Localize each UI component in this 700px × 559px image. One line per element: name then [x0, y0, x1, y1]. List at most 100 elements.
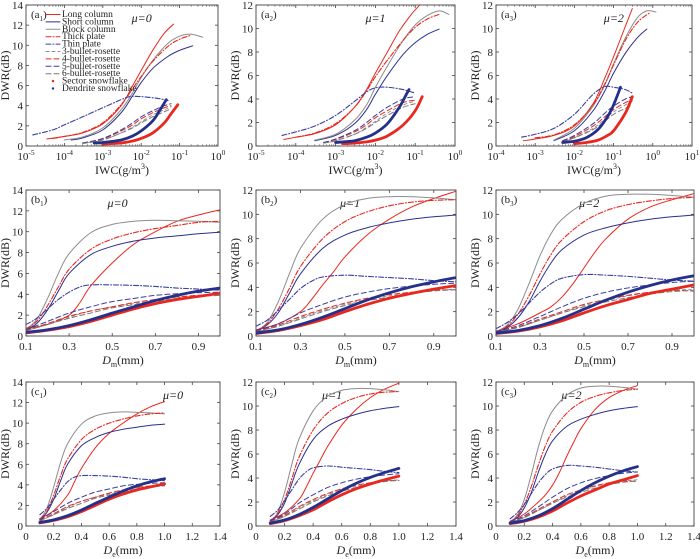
- x-axis-label: De(mm): [103, 543, 143, 559]
- panel-a2: 0 2 4 6 8 10 12 10-5 10-4 10-3 10-2 10-1 100 IWC(g/m3…: [228, 0, 463, 177]
- y-tick-label: 10: [482, 209, 494, 221]
- series-line-3-bullet-rosette: [256, 288, 456, 333]
- x-tick-label: 1.2: [185, 531, 199, 543]
- series-line-4-bullet-rosette: [26, 293, 220, 331]
- series-group: [32, 23, 204, 146]
- y-tick-label: 8: [18, 60, 24, 72]
- y-tick-label: 4: [488, 473, 494, 485]
- mu-label: μ=2: [603, 11, 624, 25]
- series-line-dendrite-snowflake: [268, 467, 401, 525]
- series-line-short-column: [553, 28, 648, 142]
- panel-b1: 0 2 4 6 8 10 12 14 0.1 0.3 0.5 0.7 0.9 Dm(mm) DWR(dB) (…: [0, 185, 221, 369]
- series-line-thin-plate: [496, 273, 694, 330]
- series-line-dendrite-snowflake: [496, 274, 694, 335]
- y-tick-label: 4: [488, 282, 494, 294]
- panel-a1: 0 2 4 6 8 10 12 14 10-5 10-4 10-3 10-2 10-1 100 IWC(g/…: [0, 0, 226, 177]
- x-tick-label: 1.4: [449, 531, 463, 543]
- series-line-5-bullet-rosette: [256, 282, 456, 332]
- mu-label: μ=2: [560, 388, 581, 402]
- x-tick-label: 0.8: [130, 531, 144, 543]
- legend-marker: [51, 87, 55, 90]
- y-tick-label: 8: [488, 425, 494, 437]
- series-line-dendrite-snowflake: [26, 286, 220, 334]
- x-tick-label: 0.2: [278, 531, 292, 543]
- x-tick-label: 10-2: [566, 148, 583, 163]
- series-line-4-bullet-rosette: [82, 105, 172, 144]
- x-tick-label: 0: [493, 531, 499, 543]
- y-tick-label: 8: [18, 248, 24, 260]
- series-line-dendrite-snowflake: [561, 85, 622, 144]
- x-tick-label: 10-3: [327, 148, 344, 163]
- series-line-block-column: [63, 33, 204, 141]
- panel-b3: 0 2 4 6 8 10 12 0.1 0.3 0.5 0.7 0.9 Dm(mm) DWR(dB) (b3…: [468, 185, 695, 369]
- series-line-sector-snowflake: [573, 95, 634, 146]
- x-tick-label: 100: [645, 148, 660, 163]
- y-tick-label: 4: [18, 289, 24, 301]
- y-tick-label: 0: [488, 141, 494, 153]
- x-tick-label: 0.7: [621, 341, 635, 353]
- series-group: [281, 5, 450, 146]
- y-tick-label: 0: [488, 331, 494, 343]
- x-tick-label: 10-4: [56, 148, 73, 163]
- series-line-thin-plate: [26, 284, 220, 326]
- series-line-sector-snowflake: [38, 482, 166, 525]
- series-line-block-column: [509, 385, 638, 523]
- y-tick-label: 10: [12, 418, 24, 430]
- series-line-4-bullet-rosette: [39, 484, 166, 521]
- series-line-4-bullet-rosette: [509, 480, 638, 523]
- y-tick-label: 12: [12, 398, 23, 410]
- y-axis-label: DWR(dB): [228, 238, 242, 288]
- x-tick-label: 0.3: [62, 341, 76, 353]
- x-tick-label: 0.8: [602, 531, 616, 543]
- series-line-thick-plate: [269, 391, 400, 522]
- y-tick-label: 4: [248, 282, 254, 294]
- axes-frame: [25, 189, 221, 337]
- y-tick-label: 14: [12, 0, 24, 12]
- y-axis-label: DWR(dB): [0, 238, 12, 288]
- y-tick-label: 6: [248, 71, 254, 83]
- y-tick-label: 10: [12, 40, 24, 52]
- series-line-4-bullet-rosette: [562, 99, 633, 142]
- series-line-6-bullet-rosette: [256, 289, 456, 333]
- series-line-5-bullet-rosette: [323, 96, 416, 143]
- series-line-block-column: [39, 411, 166, 521]
- y-tick-label: 0: [248, 521, 254, 533]
- y-tick-label: 2: [248, 497, 254, 509]
- series-line-block-column: [314, 10, 450, 141]
- x-axis-label: Dm(mm): [101, 353, 144, 369]
- x-tick-label: 0.9: [665, 341, 679, 353]
- series-line-thick-plate: [534, 12, 650, 139]
- y-tick-label: 10: [242, 401, 254, 413]
- panel-c1: 0 2 4 6 8 10 12 14 0 0.2 0.4 0.6 0.8 1.0 1.2 1.4 De(mm) D…: [0, 377, 227, 559]
- x-tick-label: 0.3: [533, 341, 547, 353]
- series-line-thick-plate: [39, 412, 166, 520]
- axes-frame: [25, 381, 221, 527]
- x-tick-label: 0.5: [105, 341, 119, 353]
- panel-b2: 0 2 4 6 8 10 12 0.1 0.3 0.5 0.7 0.9 Dm(mm) DWR(dB) (b2…: [228, 185, 457, 369]
- mu-label: μ=0: [131, 11, 152, 25]
- x-tick-label: 1.0: [158, 531, 172, 543]
- y-axis-label: DWR(dB): [468, 238, 482, 288]
- series-line-thin-plate: [281, 86, 416, 136]
- x-tick-label: 1.2: [659, 531, 673, 543]
- x-tick-label: 0.5: [577, 341, 591, 353]
- series-group: [496, 193, 694, 335]
- series-line-thin-plate: [39, 474, 166, 516]
- series-group: [521, 8, 657, 146]
- y-tick-label: 0: [18, 141, 24, 153]
- axes-frame: [255, 189, 457, 337]
- x-tick-label: 0.4: [75, 531, 89, 543]
- x-tick-label: 0.3: [294, 341, 308, 353]
- y-tick-label: 12: [242, 0, 253, 12]
- x-tick-label: 10-1: [605, 148, 622, 163]
- panel-tag: (b1): [31, 194, 48, 208]
- y-tick-label: 6: [488, 449, 494, 461]
- series-line-4-bullet-rosette: [496, 289, 694, 333]
- y-tick-label: 8: [248, 234, 254, 246]
- series-line-6-bullet-rosette: [496, 289, 694, 333]
- panel-tag: (a1): [31, 9, 47, 23]
- x-tick-label: 0.6: [574, 531, 588, 543]
- legend-label: Block column: [62, 25, 116, 35]
- series-line-thin-plate: [269, 465, 400, 517]
- y-tick-label: 12: [482, 377, 493, 389]
